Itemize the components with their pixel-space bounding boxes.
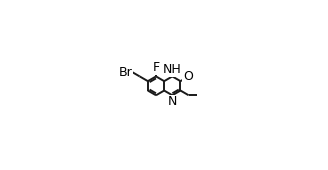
Text: NH: NH — [163, 63, 182, 76]
Text: N: N — [168, 95, 177, 108]
Text: F: F — [153, 61, 160, 74]
Text: O: O — [183, 70, 193, 83]
Text: Br: Br — [119, 66, 133, 79]
